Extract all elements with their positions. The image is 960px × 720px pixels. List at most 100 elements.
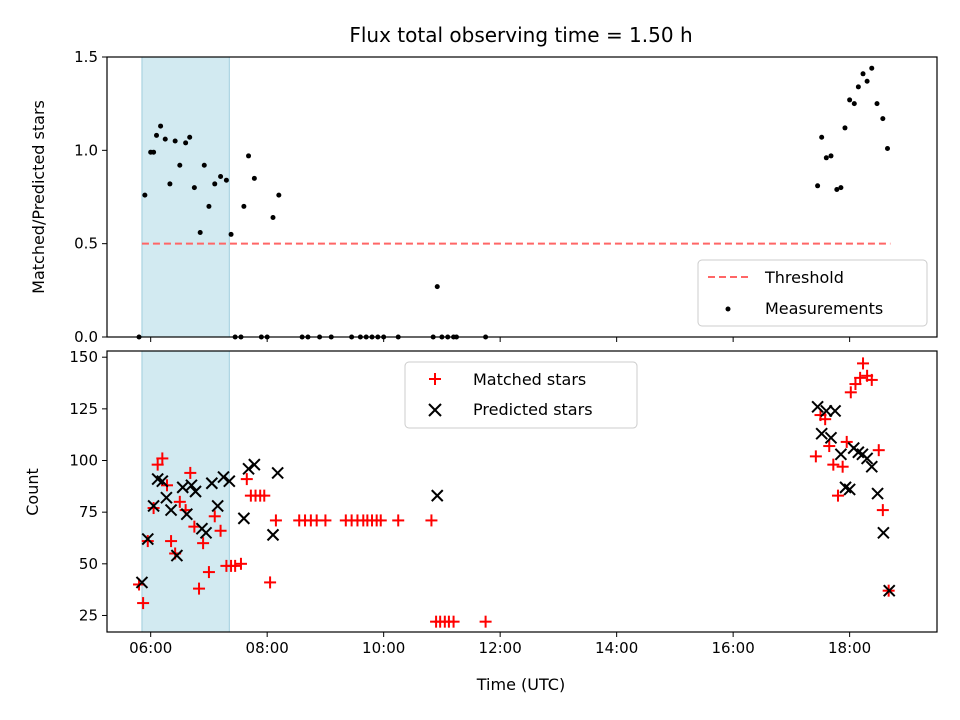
data-point — [173, 495, 186, 508]
data-point — [160, 491, 173, 504]
top-plot-area: 0.0 0.5 1.0 1.5 — [74, 48, 938, 346]
data-point — [141, 535, 154, 548]
data-point — [431, 489, 444, 502]
data-point — [815, 183, 821, 189]
data-point — [425, 514, 438, 527]
data-point — [270, 215, 276, 221]
data-point — [827, 458, 840, 471]
data-point — [151, 458, 164, 471]
data-point — [819, 134, 825, 140]
data-point — [217, 470, 230, 484]
data-point — [211, 499, 224, 513]
top-y-axis-label: Matched/Predicted stars — [29, 100, 48, 294]
data-point — [434, 284, 440, 290]
data-point — [849, 378, 862, 391]
plot-frame — [106, 350, 938, 633]
data-point — [876, 504, 889, 517]
data-point — [147, 502, 160, 515]
data-point — [855, 84, 861, 90]
shaded-observation-window — [141, 56, 230, 338]
data-point — [851, 101, 857, 107]
data-point — [824, 431, 838, 444]
data-point — [857, 357, 870, 370]
data-point — [811, 400, 824, 413]
data-point — [872, 444, 885, 457]
data-point — [392, 514, 405, 527]
data-point — [185, 479, 198, 492]
legend-matched-label: Matched stars — [473, 370, 586, 389]
data-point — [223, 474, 236, 488]
data-point — [199, 526, 213, 540]
y-tick-label: 125 — [69, 400, 98, 418]
data-point — [809, 450, 822, 463]
x-tick-label: 12:00 — [479, 639, 522, 657]
x-tick-label: 08:00 — [246, 639, 289, 657]
data-point — [135, 576, 149, 589]
data-point — [264, 576, 277, 589]
x-tick-label: 18:00 — [828, 639, 871, 657]
top-subplot: 0.0 0.5 1.0 1.5 Flux total observing time =… — [29, 23, 938, 346]
y-tick-label: 25 — [79, 606, 98, 624]
y-tick-label: 100 — [69, 452, 98, 470]
data-point — [844, 386, 857, 399]
data-point — [854, 371, 867, 384]
data-point — [831, 489, 844, 502]
legend-predicted-swatch — [428, 403, 442, 417]
data-point — [184, 466, 197, 479]
data-point — [154, 132, 160, 138]
series-predicted-stars — [135, 400, 896, 597]
data-point — [191, 185, 197, 191]
chart-title: Flux total observing time = 1.50 h — [349, 23, 692, 47]
data-point — [183, 140, 189, 146]
x-axis-label: Time (UTC) — [476, 675, 565, 694]
data-point — [223, 177, 229, 183]
data-point — [180, 508, 194, 521]
data-point — [834, 187, 840, 193]
data-point — [177, 162, 183, 168]
bottom-y-axis-label: Count — [23, 468, 42, 516]
data-point — [880, 116, 886, 122]
data-point — [147, 499, 160, 513]
data-point — [860, 71, 866, 77]
data-point — [141, 532, 154, 546]
x-tick-label: 16:00 — [712, 639, 755, 657]
data-point — [860, 452, 874, 465]
data-point — [248, 458, 261, 471]
y-tick-label: 1.0 — [74, 141, 98, 159]
data-point — [319, 514, 332, 527]
plot-frame — [106, 56, 938, 338]
bottom-legend: Matched stars Predicted stars — [404, 361, 638, 429]
data-point — [276, 192, 282, 198]
data-point — [874, 101, 880, 107]
data-point — [840, 435, 853, 448]
data-point — [158, 123, 164, 129]
data-point — [823, 440, 836, 453]
data-point — [205, 477, 219, 490]
data-point — [197, 229, 203, 235]
data-point — [847, 97, 853, 103]
data-point — [836, 460, 849, 473]
series-matched-stars — [133, 357, 895, 628]
legend-measurements-swatch — [725, 306, 731, 312]
data-point — [843, 483, 856, 496]
data-point — [156, 452, 169, 465]
data-point — [374, 514, 387, 527]
data-point — [208, 510, 221, 523]
data-point — [218, 173, 224, 179]
data-point — [202, 566, 215, 579]
data-point — [241, 203, 247, 209]
data-point — [828, 404, 842, 418]
bottom-subplot: 25 50 75 100 125 150 06:00 08:00 10:00 12:00 14:00… — [23, 348, 938, 694]
data-point — [137, 597, 150, 610]
data-point — [164, 503, 178, 517]
data-point — [151, 149, 157, 155]
series-measurements — [136, 65, 890, 340]
x-tick-label: 06:00 — [129, 639, 172, 657]
data-point — [269, 514, 282, 527]
legend-threshold-label: Threshold — [764, 268, 844, 287]
y-tick-label: 1.5 — [74, 48, 98, 66]
data-point — [823, 155, 829, 161]
data-point — [258, 489, 271, 502]
data-point — [172, 138, 178, 144]
